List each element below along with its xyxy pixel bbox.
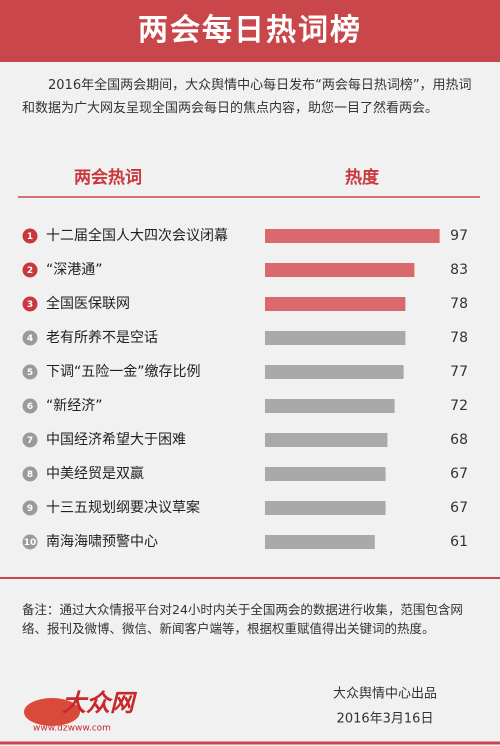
category-label: 十三五规划纲要决议草案 xyxy=(46,499,200,516)
bar xyxy=(265,297,406,311)
date: 2016年3月16日 xyxy=(337,712,434,727)
category-label: 下调“五险一金”缴存比例 xyxy=(46,364,201,380)
rank: 7 xyxy=(27,436,33,446)
value-label: 61 xyxy=(450,534,468,550)
category-label: 老有所养不是空话 xyxy=(46,330,158,346)
value-label: 78 xyxy=(450,296,468,312)
column-header: 热度 xyxy=(345,167,380,188)
value-label: 83 xyxy=(450,262,468,278)
note: 备注：通过大众情报平台对24小时内关于全国两会的数据进行收集，范围包含网络、报刊… xyxy=(22,602,463,636)
value-label: 67 xyxy=(450,466,468,482)
rank-badge xyxy=(22,500,38,516)
rank: 1 xyxy=(27,232,33,242)
rank-badge xyxy=(22,534,38,550)
bar xyxy=(265,535,375,549)
category-label: “深港通” xyxy=(46,262,103,278)
logo-mark xyxy=(24,698,80,726)
title: 两会每日热词榜 xyxy=(0,0,500,62)
value-label: 77 xyxy=(450,364,468,380)
rank-badge xyxy=(22,432,38,448)
logo-name: 大众网 xyxy=(62,689,138,717)
bar xyxy=(265,263,415,277)
rank-badge xyxy=(22,466,38,482)
category-label: 中国经济希望大于困难 xyxy=(46,432,186,448)
value-label: 72 xyxy=(450,398,468,414)
bar xyxy=(265,365,404,379)
category-label: “新经济” xyxy=(46,398,103,414)
category-label: 十二届全国人大四次会议闭幕 xyxy=(46,227,228,244)
rank-badge xyxy=(22,296,38,312)
rank: 3 xyxy=(27,300,33,310)
value-label: 97 xyxy=(450,228,468,244)
value-label: 68 xyxy=(450,432,468,448)
rank: 10 xyxy=(24,538,37,548)
rank-badge xyxy=(22,228,38,244)
category-label: 南海海啸预警中心 xyxy=(46,534,158,550)
rank: 6 xyxy=(27,402,33,412)
credit: 大众舆情中心出品 xyxy=(333,687,437,702)
category-label: 全国医保联网 xyxy=(46,295,130,312)
value-label: 78 xyxy=(450,330,468,346)
rank: 9 xyxy=(27,504,33,514)
bar xyxy=(265,399,395,413)
category-label: 中美经贸是双赢 xyxy=(46,465,144,482)
value-label: 67 xyxy=(450,500,468,516)
intro: 2016年全国两会期间，大众舆情中心每日发布“两会每日热词榜”，用热词和数据为广… xyxy=(22,78,472,116)
rank: 5 xyxy=(27,368,33,378)
rank: 2 xyxy=(27,266,33,276)
column-header: 两会热词 xyxy=(74,167,142,188)
rank-badge xyxy=(22,364,38,380)
rank: 8 xyxy=(27,470,33,480)
rank-badge xyxy=(22,262,38,278)
rank-badge xyxy=(22,398,38,414)
bar xyxy=(265,331,406,345)
rank: 4 xyxy=(27,334,33,344)
bar xyxy=(265,467,386,481)
bar xyxy=(265,501,386,515)
logo-url: www.dzwww.com xyxy=(33,724,111,734)
rank-badge xyxy=(22,330,38,346)
bar xyxy=(265,229,440,243)
bar xyxy=(265,433,388,447)
